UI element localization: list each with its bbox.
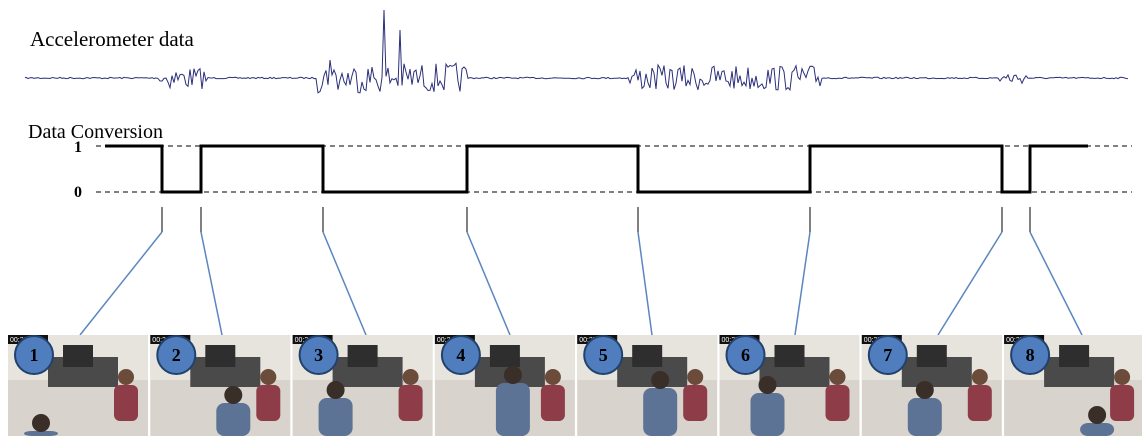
frame-badge — [725, 335, 766, 375]
level-low: 0 — [74, 184, 82, 201]
frame-badge — [298, 335, 339, 375]
frame-link — [200, 231, 223, 336]
standing-head — [1088, 406, 1107, 424]
seated-head — [544, 369, 561, 385]
seated-head — [1114, 369, 1131, 385]
timestamp: 00:23 — [10, 337, 28, 344]
standing-body — [907, 398, 942, 436]
frame-link — [637, 231, 653, 336]
frame-badge — [156, 335, 197, 375]
frame: 00:242 — [150, 335, 291, 436]
seated-body — [1110, 385, 1135, 421]
frame-badge — [440, 335, 481, 375]
frame: 00:257 — [861, 335, 1002, 436]
signal-label: Accelerometer data — [30, 27, 194, 51]
frame-link — [1029, 231, 1083, 336]
monitor — [63, 345, 93, 367]
monitor — [205, 345, 236, 367]
monitor — [632, 345, 663, 367]
frame: 00:243 — [292, 335, 433, 436]
frame-link — [794, 231, 811, 336]
frame-badge — [867, 335, 908, 375]
frame-number: 5 — [599, 345, 608, 365]
timestamp: 00:25 — [1006, 337, 1024, 344]
frame-link — [322, 231, 367, 336]
standing-head — [326, 381, 345, 399]
monitor — [347, 345, 378, 367]
frame-number: 6 — [741, 345, 750, 365]
binary-signal — [105, 144, 1088, 194]
frame: 00:256 — [719, 335, 860, 436]
seated-head — [402, 369, 419, 385]
timestamp: 00:24 — [295, 337, 313, 344]
monitor — [774, 345, 805, 367]
standing-head — [224, 386, 243, 404]
standing-head — [651, 371, 670, 389]
frame: 00:255 — [577, 335, 718, 436]
seated-body — [967, 385, 992, 421]
seated-head — [829, 369, 846, 385]
frame-number: 2 — [172, 345, 181, 365]
frame: 00:258 — [1004, 335, 1142, 436]
seated-head — [687, 369, 704, 385]
standing-head — [915, 381, 934, 399]
standing-body — [318, 398, 353, 436]
links — [79, 207, 1083, 336]
frame-link — [79, 231, 163, 336]
seated-head — [260, 369, 277, 385]
standing-body — [24, 431, 58, 436]
seated-body — [398, 385, 423, 421]
frame-number: 3 — [314, 345, 323, 365]
accelerometer-trace — [24, 9, 1129, 94]
seated-body — [825, 385, 850, 421]
timestamp: 00:24 — [437, 337, 455, 344]
monitor — [489, 345, 520, 367]
seated-body — [540, 385, 565, 421]
frame-link — [466, 231, 511, 336]
standing-head — [758, 376, 777, 394]
standing-head — [32, 414, 50, 432]
seated-body — [256, 385, 281, 421]
frame-number: 4 — [456, 345, 465, 365]
frame-number: 7 — [883, 345, 892, 365]
frame-link — [937, 231, 1003, 336]
standing-body — [495, 383, 530, 436]
frame: 00:244 — [434, 335, 575, 436]
frame-number: 1 — [30, 345, 39, 365]
standing-head — [503, 366, 522, 384]
monitor — [916, 345, 947, 367]
timestamp: 00:24 — [152, 337, 170, 344]
frames: 00:23100:24200:24300:24400:25500:25600:2… — [8, 335, 1142, 436]
timestamp: 00:25 — [864, 337, 882, 344]
monitor — [1059, 345, 1090, 367]
frame-badge — [1010, 335, 1051, 375]
frame-badge — [583, 335, 624, 375]
standing-body — [1080, 423, 1115, 436]
seated-body — [114, 385, 138, 421]
conversion-label: Data Conversion — [28, 121, 163, 143]
standing-body — [216, 403, 251, 436]
level-high: 1 — [74, 139, 82, 156]
frame: 00:231 — [8, 335, 148, 436]
frame-badge — [14, 335, 54, 375]
standing-body — [643, 388, 678, 436]
frame-number: 8 — [1026, 345, 1035, 365]
timestamp: 00:25 — [722, 337, 740, 344]
seated-head — [971, 369, 988, 385]
seated-head — [118, 369, 134, 385]
seated-body — [683, 385, 708, 421]
standing-body — [750, 393, 785, 436]
timestamp: 00:25 — [579, 337, 597, 344]
